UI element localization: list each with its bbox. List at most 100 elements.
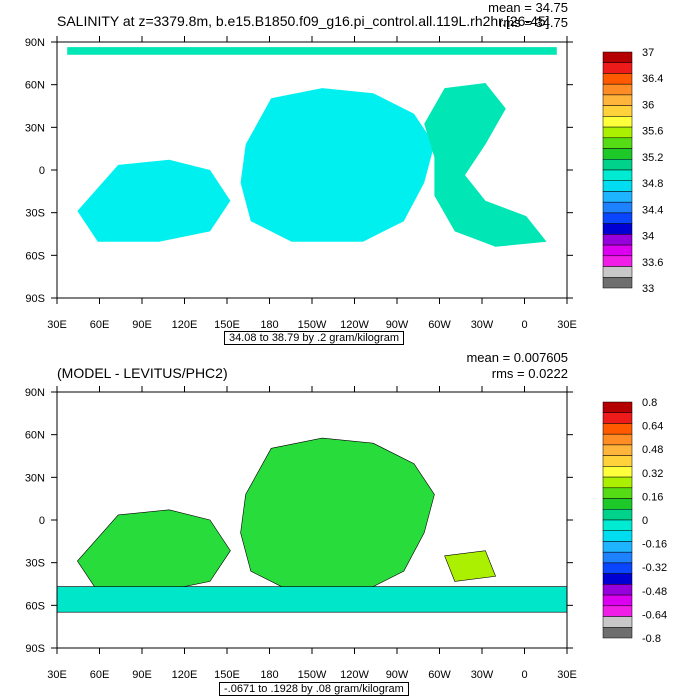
panel2-info-box: -.0671 to .1928 by .08 gram/kilogram <box>219 682 409 696</box>
colorbar-swatch <box>602 51 633 63</box>
colorbar-swatch <box>602 94 633 106</box>
colorbar-swatch <box>602 191 633 203</box>
colorbar-swatch <box>602 627 633 639</box>
y-tick-label: 60S <box>25 600 45 612</box>
region-indian-ocean <box>77 509 231 592</box>
panel2-title: (MODEL - LEVITUS/PHC2) <box>57 365 228 381</box>
colorbar-swatch <box>602 476 633 489</box>
x-tick-label: 150W <box>298 319 327 331</box>
colorbar-label: 35.6 <box>642 126 663 138</box>
colorbar-swatch <box>602 498 633 510</box>
y-tick-label: 30N <box>25 472 45 484</box>
colorbar-label: 0.16 <box>642 491 663 503</box>
region-atlantic-ocean <box>424 83 547 247</box>
colorbar-swatch <box>602 234 633 246</box>
colorbar-swatch <box>602 244 633 257</box>
colorbar-swatch <box>602 594 633 607</box>
panel2-rms: rms = 0.0222 <box>491 366 568 381</box>
x-tick-label: 30E <box>557 669 577 681</box>
x-tick-label: 180 <box>260 319 278 331</box>
x-tick-label: 120W <box>340 669 369 681</box>
x-tick-label: 150E <box>214 669 240 681</box>
colorbar-label: -0.8 <box>642 633 661 645</box>
x-tick-label: 180 <box>260 669 278 681</box>
panel2-axes: 30E 60E 90E 120E 150E 180 150W 120W 90W 60W 30W 0 30… <box>25 386 577 681</box>
x-tick-label: 120W <box>340 319 369 331</box>
colorbar-swatch <box>602 401 633 413</box>
y-tick-label: 30S <box>25 208 45 220</box>
region-south-atlantic <box>444 550 497 582</box>
x-tick-label: 30W <box>471 669 494 681</box>
colorbar-swatch <box>602 551 633 564</box>
x-tick-label: 150W <box>298 669 327 681</box>
colorbar-swatch <box>602 412 633 424</box>
colorbar-swatch <box>602 530 633 542</box>
colorbar-swatch <box>602 584 633 596</box>
panel1-plot: 30E 60E 90E 120E 150E 180 150W 120W 90W 60W 30W 0 30… <box>25 36 663 331</box>
y-tick-label: 0 <box>39 515 45 527</box>
region-pacific-ocean <box>240 88 435 242</box>
region-arctic-ocean <box>67 47 557 55</box>
colorbar-label: -0.48 <box>642 586 667 598</box>
x-tick-label: 30E <box>557 319 577 331</box>
x-tick-label: 30W <box>471 319 494 331</box>
colorbar-label: 36 <box>642 99 654 111</box>
y-tick-label: 30N <box>25 122 45 134</box>
x-tick-label: 120E <box>172 319 198 331</box>
x-tick-label: 60W <box>428 669 451 681</box>
colorbar-label: 35.2 <box>642 152 663 164</box>
colorbar-swatch <box>602 180 633 192</box>
panel1-info-box: 34.08 to 38.79 by .2 gram/kilogram <box>224 331 404 345</box>
colorbar-label: 0 <box>642 515 648 527</box>
panel1-map-area <box>67 47 557 247</box>
panel1-colorbar: 37 36.4 36 35.6 35.2 34.8 34.4 34 33.6 33 <box>602 47 663 295</box>
colorbar-swatch <box>602 223 633 235</box>
colorbar-swatch <box>602 509 633 521</box>
colorbar-swatch <box>602 255 633 267</box>
colorbar-label: 0.8 <box>642 397 657 409</box>
colorbar-swatch <box>602 126 633 139</box>
colorbar-swatch <box>602 466 633 478</box>
colorbar-label: 37 <box>642 47 654 59</box>
colorbar-swatch <box>602 444 633 456</box>
colorbar-label: -0.32 <box>642 562 667 574</box>
colorbar-swatch <box>602 573 633 585</box>
x-tick-label: 60E <box>90 669 110 681</box>
colorbar-swatch <box>602 541 633 553</box>
panel1-rms: rms = 34.75 <box>498 15 568 30</box>
colorbar-swatch <box>602 519 633 531</box>
colorbar-swatch <box>602 455 633 467</box>
x-tick-label: 90W <box>386 669 409 681</box>
region-indian-ocean <box>77 159 231 242</box>
colorbar-swatch <box>602 116 633 128</box>
colorbar-swatch <box>602 212 633 224</box>
colorbar-swatch <box>602 169 633 181</box>
panel2-mean: mean = 0.007605 <box>466 350 568 365</box>
y-tick-label: 30S <box>25 558 45 570</box>
y-tick-label: 90N <box>25 387 45 399</box>
colorbar-label: 34 <box>642 231 654 243</box>
panel2-colorbar: 0.8 0.64 0.48 0.32 0.16 0 -0.16 -0.32 -0.48 -0.64… <box>602 397 667 645</box>
y-tick-label: 0 <box>39 165 45 177</box>
y-tick-label: 60N <box>25 80 45 92</box>
region-pacific-ocean <box>240 437 435 592</box>
x-tick-label: 30E <box>47 319 67 331</box>
colorbar-swatch <box>602 277 633 289</box>
y-tick-label: 60N <box>25 430 45 442</box>
x-tick-label: 0 <box>521 669 527 681</box>
colorbar-swatch <box>602 201 633 214</box>
colorbar-swatch <box>602 433 633 446</box>
y-tick-label: 60S <box>25 250 45 262</box>
colorbar-swatch <box>602 562 633 574</box>
x-tick-label: 30E <box>47 669 67 681</box>
x-tick-label: 150E <box>214 319 240 331</box>
colorbar-swatch <box>602 148 633 160</box>
colorbar-label: -0.16 <box>642 539 667 551</box>
colorbar-label: 0.64 <box>642 421 663 433</box>
colorbar-label: 34.4 <box>642 204 663 216</box>
colorbar-swatch <box>602 105 633 117</box>
x-tick-label: 60W <box>428 319 451 331</box>
x-tick-label: 60E <box>90 319 110 331</box>
x-tick-label: 120E <box>172 669 198 681</box>
colorbar-label: 34.8 <box>642 178 663 190</box>
